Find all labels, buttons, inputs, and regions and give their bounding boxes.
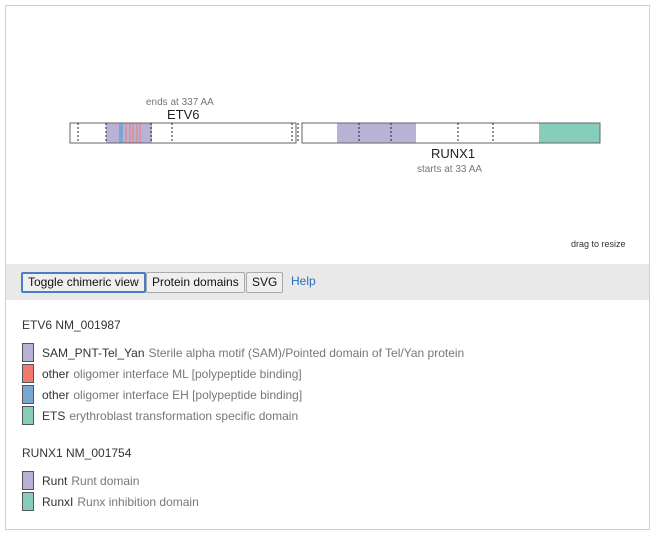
domain-description: oligomer interface ML [polypeptide bindi… [73,366,302,381]
legend-item: Runt Runt domain [22,470,642,491]
toolbar: Toggle chimeric view Protein domains SVG… [6,264,649,300]
domain-name: ETS [42,408,66,423]
etv6-interface-ml [125,123,141,143]
runx1-exon-boundaries [297,123,494,143]
domain-description: oligomer interface EH [polypeptide bindi… [73,387,303,402]
domain-name: SAM_PNT-Tel_Yan [42,345,145,360]
legend-item: other oligomer interface ML [polypeptide … [22,363,642,384]
runx1-legend-title: RUNX1 NM_001754 [22,446,132,460]
etv6-legend-title: ETV6 NM_001987 [22,318,121,332]
help-link[interactable]: Help [291,274,316,288]
legend-item: ETS erythroblast transformation specific … [22,405,642,426]
etv6-end-label: ends at 337 AA [146,97,214,108]
domain-description: Sterile alpha motif (SAM)/Pointed domain… [148,345,465,360]
etv6-exon-boundaries [77,123,293,143]
color-swatch [22,492,34,511]
legend-item: other oligomer interface EH [polypeptide … [22,384,642,405]
color-swatch [22,364,34,383]
svg-button[interactable]: SVG [246,272,284,293]
legend-item: SAM_PNT-Tel_Yan Sterile alpha motif (SAM)… [22,342,642,363]
color-swatch [22,471,34,490]
runx1-start-label: starts at 33 AA [417,164,482,175]
etv6-gene-label: ETV6 [167,107,200,122]
protein-domains-button[interactable]: Protein domains [146,272,245,293]
runx1-gene-label: RUNX1 [431,146,475,161]
domain-description: erythroblast transformation specific dom… [69,408,299,423]
etv6-sam-domain [106,123,152,143]
runx1-runt-domain [337,123,416,143]
fusion-viewer-panel: ends at 337 AA ETV6 RUNX1 starts at 33 A… [5,5,650,530]
runx1-runxi-domain [539,123,600,143]
color-swatch [22,406,34,425]
color-swatch [22,385,34,404]
domain-name: Runt [42,473,68,488]
etv6-interface-eh [119,123,123,143]
etv6-protein-bar [69,122,297,144]
domain-name: other [42,366,70,381]
color-swatch [22,343,34,362]
legend-item: RunxI Runx inhibition domain [22,491,642,512]
domain-description: Runx inhibition domain [77,494,199,509]
drag-to-resize-hint[interactable]: drag to resize [571,239,626,249]
fusion-diagram[interactable]: ends at 337 AA ETV6 RUNX1 starts at 33 A… [6,6,649,264]
domain-description: Runt domain [71,473,140,488]
toggle-chimeric-view-button[interactable]: Toggle chimeric view [21,272,146,293]
domain-name: RunxI [42,494,74,509]
domain-legend: ETV6 NM_001987 SAM_PNT-Tel_Yan Sterile al… [22,318,642,512]
domain-name: other [42,387,70,402]
